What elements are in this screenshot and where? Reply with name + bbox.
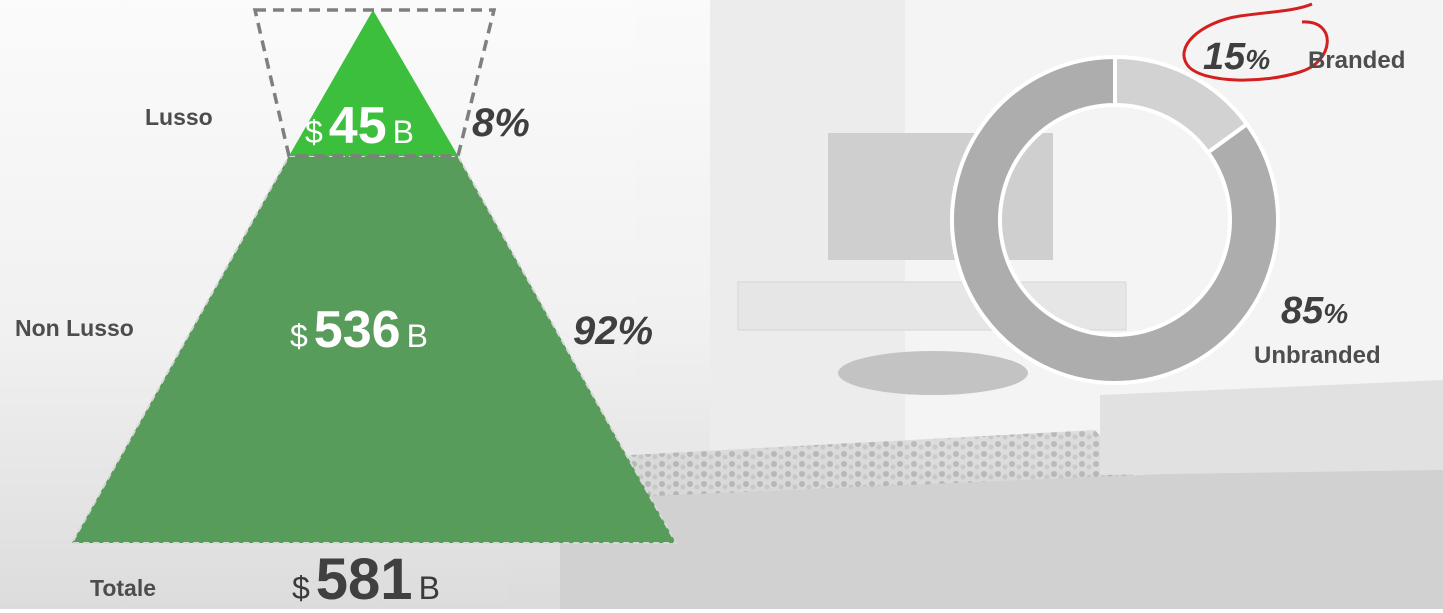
totale-value: $581 B: [292, 547, 440, 612]
label-totale: Totale: [90, 575, 157, 601]
label-non-lusso: Non Lusso: [15, 315, 134, 341]
label-lusso: Lusso: [145, 104, 213, 130]
lusso-value: $45 B: [305, 97, 414, 155]
highlight-circle: [1182, 2, 1329, 82]
donut-chart: [950, 54, 1280, 385]
branded-label: Branded: [1308, 47, 1406, 74]
non-lusso-value: $536 B: [290, 301, 428, 359]
unbranded-percent: 85%: [1281, 290, 1349, 332]
branded-percent: 15%: [1203, 36, 1271, 78]
non-lusso-share: 92%: [573, 309, 654, 353]
donut-slice-unbranded: [950, 54, 1280, 385]
pyramid-level-lusso: [289, 10, 458, 156]
unbranded-label: Unbranded: [1254, 342, 1381, 369]
pyramid-chart: [70, 8, 678, 544]
lusso-share: 8%: [472, 101, 530, 145]
